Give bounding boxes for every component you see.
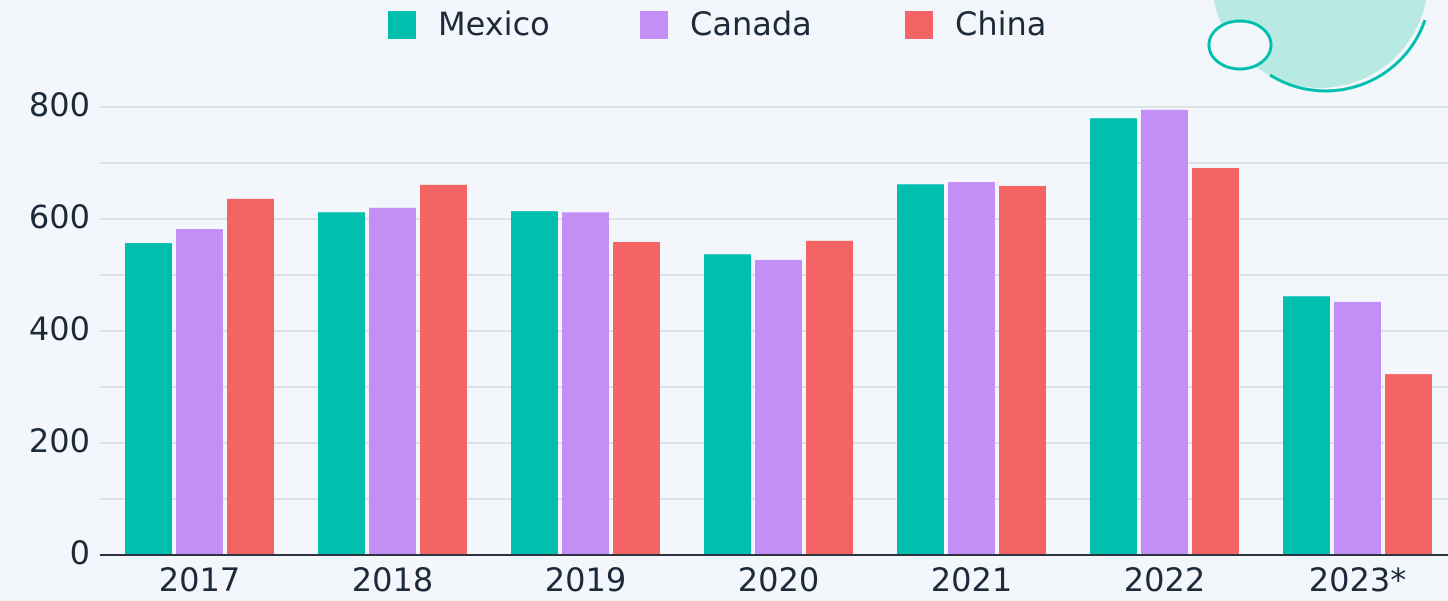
bar xyxy=(1090,118,1137,555)
legend-label: China xyxy=(955,5,1046,43)
bar xyxy=(755,259,802,555)
legend-swatch xyxy=(640,11,668,39)
deco-ring xyxy=(1207,19,1273,71)
bar xyxy=(613,241,660,555)
legend-label: Canada xyxy=(690,5,812,43)
x-tick-label: 2017 xyxy=(159,561,240,599)
bar xyxy=(1141,109,1188,556)
bar xyxy=(999,185,1046,555)
bar xyxy=(125,243,172,555)
deco-arc xyxy=(1269,19,1427,93)
y-tick-label: 800 xyxy=(29,86,90,124)
x-tick-label: 2019 xyxy=(545,561,626,599)
y-tick-label: 200 xyxy=(29,422,90,460)
bar xyxy=(897,184,944,555)
bar xyxy=(704,254,751,555)
bar xyxy=(1192,168,1239,556)
bar xyxy=(948,182,995,556)
bar xyxy=(562,212,609,555)
decoration xyxy=(1207,0,1427,93)
y-tick-label: 600 xyxy=(29,198,90,236)
y-tick-label: 0 xyxy=(70,534,90,572)
legend-label: Mexico xyxy=(438,5,550,43)
bar xyxy=(227,198,274,555)
bar xyxy=(1283,296,1330,555)
x-tick-label: 2020 xyxy=(738,561,819,599)
x-tick-label: 2018 xyxy=(352,561,433,599)
bar xyxy=(318,212,365,555)
legend-swatch xyxy=(905,11,933,39)
bar xyxy=(1334,301,1381,555)
x-tick-label: 2022 xyxy=(1124,561,1205,599)
bar xyxy=(420,184,467,555)
bar xyxy=(511,211,558,555)
bar xyxy=(806,240,853,555)
legend-swatch xyxy=(388,11,416,39)
bar xyxy=(369,207,416,556)
y-tick-label: 400 xyxy=(29,310,90,348)
bar xyxy=(1385,374,1432,555)
x-tick-label: 2023* xyxy=(1309,561,1406,599)
bar xyxy=(176,229,223,555)
x-tick-label: 2021 xyxy=(931,561,1012,599)
deco-circle xyxy=(1213,0,1427,88)
